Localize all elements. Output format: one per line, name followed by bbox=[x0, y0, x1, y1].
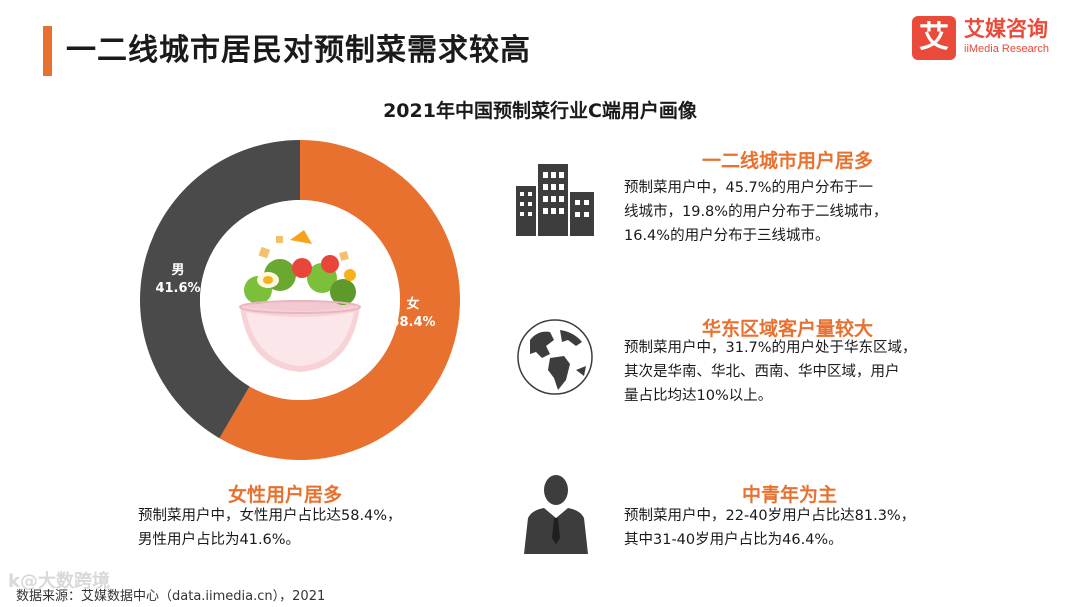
region-line-2: 其次是华南、华北、西南、华中区域，用户 bbox=[624, 364, 900, 380]
title-accent-bar bbox=[43, 26, 52, 76]
businessman-icon bbox=[524, 475, 588, 554]
gender-line-1: 预制菜用户中，女性用户占比达58.4%， bbox=[138, 508, 402, 524]
city-section-heading: 一二线城市用户居多 bbox=[702, 150, 874, 172]
city-buildings-icon bbox=[516, 164, 594, 236]
region-section-body: 预制菜用户中，31.7%的用户处于华东区域， 其次是华南、华北、西南、华中区域，… bbox=[624, 336, 917, 408]
gender-line-2: 男性用户占比为41.6%。 bbox=[138, 532, 301, 548]
gender-section-body: 预制菜用户中，女性用户占比达58.4%， 男性用户占比为41.6%。 bbox=[138, 504, 402, 552]
region-section-heading: 华东区域客户量较大 bbox=[702, 318, 874, 340]
city-line-3: 16.4%的用户分布于三线城市。 bbox=[624, 228, 830, 244]
city-section-body: 预制菜用户中，45.7%的用户分布于一 线城市，19.8%的用户分布于二线城市，… bbox=[624, 176, 888, 248]
female-category-label: 女 bbox=[406, 297, 420, 312]
age-line-2: 其中31-40岁用户占比为46.4%。 bbox=[624, 532, 843, 548]
region-line-3: 量占比均达10%以上。 bbox=[624, 388, 773, 404]
chart-title: 2021年中国预制菜行业C端用户画像 bbox=[383, 100, 697, 122]
watermark: k@大数跨境 bbox=[8, 571, 110, 592]
city-line-1: 预制菜用户中，45.7%的用户分布于一 bbox=[624, 180, 874, 196]
globe-icon bbox=[517, 319, 593, 395]
region-line-1: 预制菜用户中，31.7%的用户处于华东区域， bbox=[624, 340, 917, 356]
donut-slice-male bbox=[140, 140, 300, 439]
logo-badge: 艾 bbox=[912, 16, 956, 60]
male-category-label: 男 bbox=[171, 263, 185, 278]
age-section-body: 预制菜用户中，22-40岁用户占比达81.3%， 其中31-40岁用户占比为46… bbox=[624, 504, 915, 552]
female-slice-label: 女 58.4% bbox=[388, 296, 438, 332]
logo-name-cn: 艾媒咨询 bbox=[964, 17, 1048, 41]
logo-name-en: iiMedia Research bbox=[964, 43, 1049, 55]
salad-bowl-icon bbox=[200, 200, 400, 400]
male-slice-label: 男 41.6% bbox=[148, 262, 208, 298]
age-section-heading: 中青年为主 bbox=[742, 484, 838, 506]
page-title: 一二线城市居民对预制菜需求较高 bbox=[66, 33, 531, 68]
female-value-label: 58.4% bbox=[390, 315, 436, 330]
gender-section-heading: 女性用户居多 bbox=[228, 484, 343, 506]
donut-slice-female bbox=[219, 140, 460, 460]
age-line-1: 预制菜用户中，22-40岁用户占比达81.3%， bbox=[624, 508, 916, 524]
brand-logo: 艾 艾媒咨询 iiMedia Research bbox=[912, 16, 1062, 62]
male-value-label: 41.6% bbox=[155, 281, 201, 296]
data-source-note: 数据来源：艾媒数据中心（data.iimedia.cn），2021 bbox=[16, 589, 326, 604]
city-line-2: 线城市，19.8%的用户分布于二线城市， bbox=[624, 204, 888, 220]
gender-donut-chart bbox=[140, 140, 460, 460]
